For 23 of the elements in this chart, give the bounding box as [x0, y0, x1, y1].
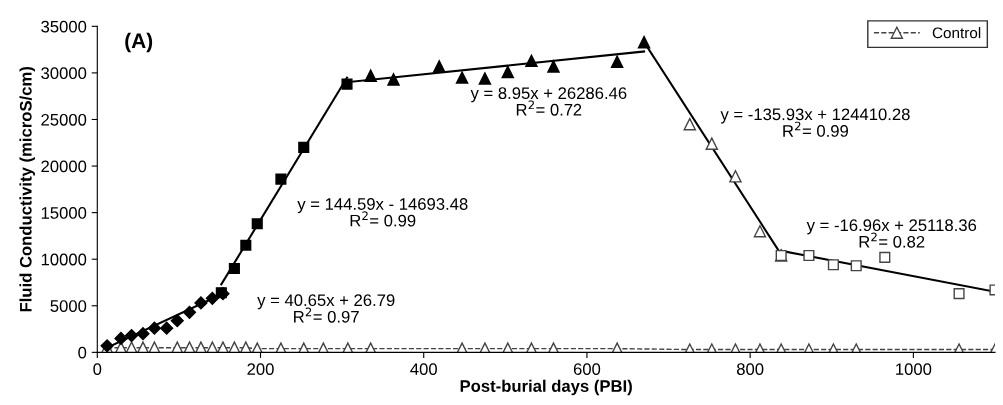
x-tick-label: 200	[247, 363, 274, 376]
annotation: y = -135.93x + 124410.28 R$^{2}$= 0.99	[720, 108, 910, 137]
y-tick-label: 10000	[41, 253, 87, 266]
x-tick-label: 400	[410, 363, 437, 376]
annotation: y = 8.95x + 26286.46 R$^{2}$= 0.72	[470, 87, 627, 116]
x-axis-title: Post-burial days (PBI)	[460, 379, 632, 396]
annotation: y = 144.59x - 14693.48 R$^{2}$= 0.99	[297, 198, 468, 227]
annotation: y = -16.96x + 25118.36 R$^{2}$= 0.82	[806, 219, 977, 248]
x-tick-label: 800	[736, 363, 764, 376]
x-tick-label: 600	[573, 363, 601, 376]
x-tick-label: 0	[93, 363, 102, 376]
y-tick-label: 20000	[41, 160, 87, 173]
y-axis-title: Fluid Conductivity (microS/cm)	[19, 67, 35, 312]
chart-title: (A)	[125, 32, 153, 53]
annotation: y = 40.65x + 26.79 R$^{2}$= 0.97	[257, 294, 395, 323]
y-tick-label: 0	[78, 346, 87, 359]
y-tick-label: 25000	[41, 113, 87, 126]
x-tick-label: 1000	[896, 363, 932, 376]
y-tick-label: 15000	[41, 207, 87, 219]
y-tick-label: 30000	[41, 67, 87, 80]
y-tick-label: 35000	[41, 20, 87, 33]
y-tick-label: 5000	[50, 300, 87, 312]
legend-label: Control	[932, 27, 981, 39]
